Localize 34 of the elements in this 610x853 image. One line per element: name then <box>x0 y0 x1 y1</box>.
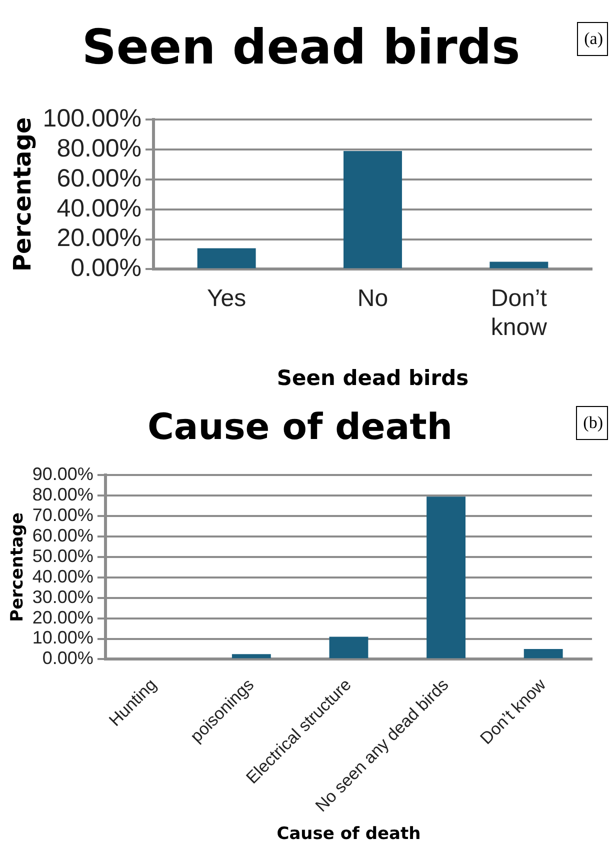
y-tick-label: 40.00% <box>32 566 94 586</box>
y-tick-label: 20.00% <box>32 607 94 628</box>
y-tick-label: 90.00% <box>32 464 94 484</box>
bar <box>490 262 548 268</box>
text: (b) <box>576 406 608 440</box>
chart-title: Seen dead birds <box>82 19 520 76</box>
x-tick-label: Don’t know <box>490 285 548 342</box>
y-axis-title: Percentage <box>8 117 37 272</box>
y-axis-title: Percentage <box>8 512 28 622</box>
bar <box>524 648 563 658</box>
x-tick-label: No <box>357 285 388 312</box>
bar <box>344 151 402 268</box>
x-axis-title: Seen dead birds <box>276 366 469 390</box>
bar <box>197 248 256 268</box>
text: (a) <box>577 22 608 56</box>
y-tick-label: 10.00% <box>32 628 94 648</box>
y-tick-label: 40.00% <box>56 194 142 222</box>
y-tick-label: 70.00% <box>32 505 94 526</box>
y-tick-label: 20.00% <box>56 224 142 252</box>
y-tick-label: 80.00% <box>32 484 94 505</box>
bar <box>329 636 368 658</box>
y-tick-label: 30.00% <box>32 586 94 607</box>
y-tick-label: 0.00% <box>70 254 142 282</box>
y-tick-label: 0.00% <box>42 648 94 668</box>
bar <box>232 654 271 658</box>
bar <box>426 496 466 658</box>
y-tick-label: 50.00% <box>32 546 94 566</box>
y-tick-label: 60.00% <box>56 164 142 192</box>
y-tick-label: 100.00% <box>42 104 142 132</box>
x-tick-label: Yes <box>207 285 246 312</box>
y-tick-label: 80.00% <box>56 134 142 162</box>
x-axis-title: Cause of death <box>276 824 421 844</box>
chart-title: Cause of death <box>148 406 452 448</box>
y-tick-label: 60.00% <box>32 526 94 546</box>
